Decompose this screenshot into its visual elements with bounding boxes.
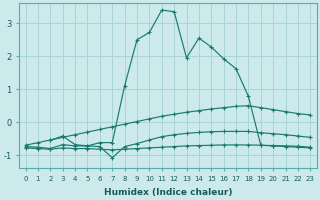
X-axis label: Humidex (Indice chaleur): Humidex (Indice chaleur) <box>104 188 232 197</box>
